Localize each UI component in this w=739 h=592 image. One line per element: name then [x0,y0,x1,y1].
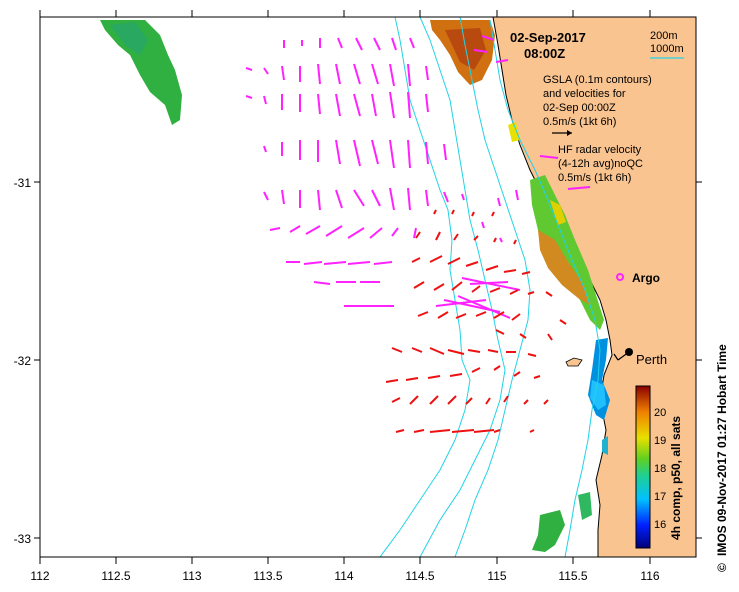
x-tick-label: 112 [30,569,49,583]
hf-radar-vectors [245,35,559,319]
colorbar-tick-label: 18 [654,463,666,475]
x-tick-label: 113 [182,569,201,583]
map-time: 08:00Z [524,46,565,61]
x-tick-label: 113.5 [253,569,282,583]
copyright-symbol: © [715,563,729,572]
contour-legend-200: 200m [650,30,678,42]
contour-legend-1000: 1000m [650,43,684,55]
colorbar-tick-label: 16 [654,519,666,531]
axis-ticks [34,10,702,564]
x-tick-label: 114.5 [405,569,434,583]
gsla-legend-line: GSLA (0.1m contours) [543,74,652,86]
x-tick-label: 115 [487,569,506,583]
argo-label: Argo [632,271,660,285]
colorbar-tick-label: 19 [654,435,666,447]
gsla-vectors [385,209,567,433]
bathymetry-contours [379,17,601,557]
map-date: 02-Sep-2017 [510,30,586,45]
plot-frame [39,16,697,558]
colorbar-caption: 4h comp, p50, all sats [669,416,683,540]
x-tick-label: 116 [640,569,659,583]
x-tick-label: 114 [334,569,353,583]
perth-pointer [613,351,630,361]
hf-legend-line: (4-12h avg)noQC [558,158,643,170]
gsla-legend-line: and velocities for [543,88,626,100]
gsla-legend-line: 02-Sep 00:00Z [543,102,616,114]
island-rottnest [565,357,583,367]
gsla-legend-line: 0.5m/s (1kt 6h) [543,116,616,128]
y-tick-label: -33 [14,532,32,546]
colorbar-tick-label: 17 [654,491,666,503]
argo-marker[interactable] [616,273,624,281]
colorbar-tick-label: 20 [654,407,666,419]
perth-label: Perth [636,352,667,367]
hf-legend-line: HF radar velocity [558,144,642,156]
x-tick-label: 115.5 [558,569,587,583]
imos-footer: IMOS 09-Nov-2017 01:27 Hobart Time [715,344,729,556]
hf-scale-arrow [567,186,591,190]
y-tick-label: -31 [14,176,32,190]
gsla-scale-arrowhead [567,130,572,136]
hf-legend-line: 0.5m/s (1kt 6h) [558,172,631,184]
sst-colorbar [635,385,651,549]
y-tick-label: -32 [14,354,32,368]
x-tick-label: 112.5 [101,569,130,583]
